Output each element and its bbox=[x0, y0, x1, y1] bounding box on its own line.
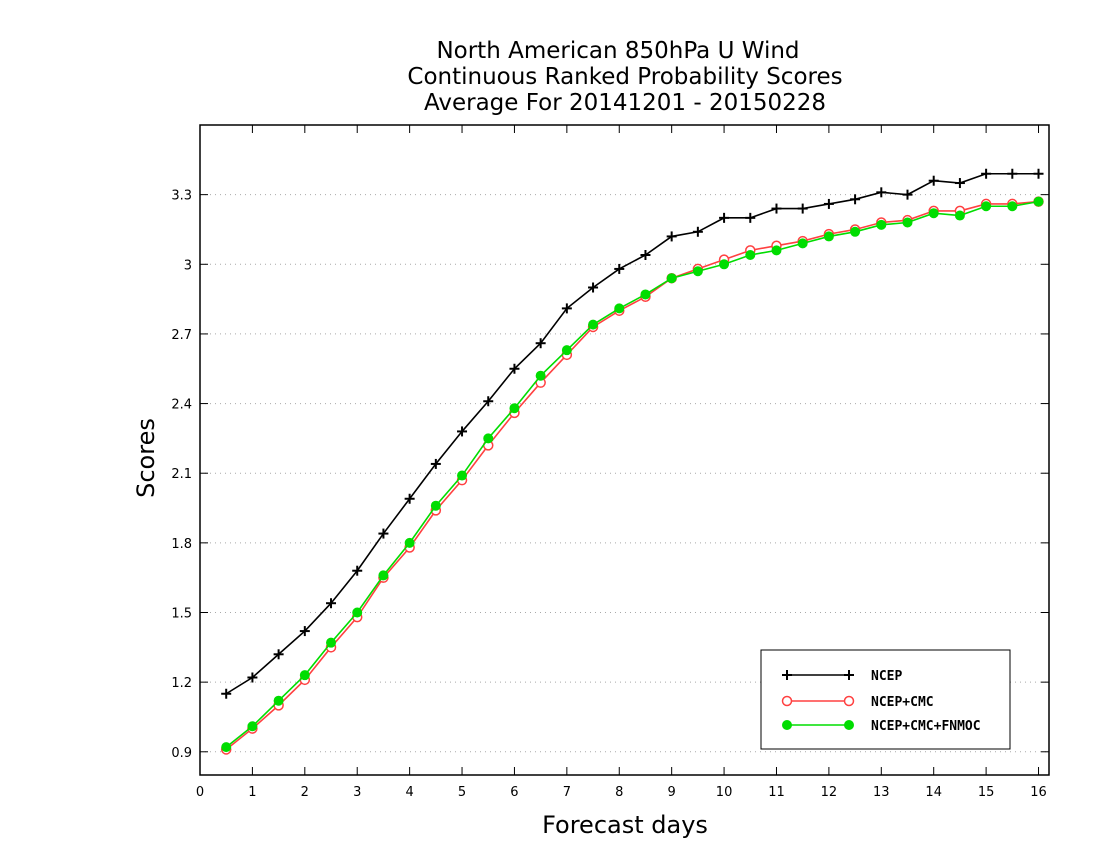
legend-label: NCEP+CMC bbox=[871, 695, 934, 710]
y-axis: 0.9 1.2 1.5 1.8 2.1 2.4 2.7 3 3.3 bbox=[171, 189, 1049, 761]
legend-item: NCEP+CMC bbox=[781, 695, 934, 710]
y-tick-label: 3 bbox=[184, 258, 192, 273]
data-point bbox=[299, 670, 310, 681]
data-point bbox=[588, 319, 599, 330]
y-axis-title: Scores bbox=[132, 418, 160, 498]
data-point bbox=[781, 695, 793, 707]
x-tick-label: 0 bbox=[196, 785, 204, 800]
data-point bbox=[954, 210, 965, 221]
x-axis: 0 1 2 3 4 5 6 7 8 9 10 11 12 13 14 15 16 bbox=[196, 125, 1047, 800]
y-tick-label: 1.8 bbox=[171, 537, 192, 552]
data-point bbox=[981, 201, 992, 212]
legend: NCEP NCEP+CMC NCEP+CMC+FNMOC bbox=[760, 649, 1011, 750]
data-point bbox=[614, 303, 625, 314]
data-point bbox=[404, 537, 415, 548]
series-ncep bbox=[221, 168, 1044, 699]
y-tick-label: 1.5 bbox=[171, 607, 192, 622]
x-tick-label: 1 bbox=[248, 785, 256, 800]
data-point bbox=[457, 470, 468, 481]
y-tick-label: 2.1 bbox=[171, 467, 192, 482]
data-point bbox=[782, 720, 792, 730]
data-point bbox=[430, 500, 441, 511]
data-point bbox=[352, 607, 363, 618]
legend-box bbox=[760, 649, 1011, 750]
y-tick-label: 1.2 bbox=[171, 676, 192, 691]
data-point bbox=[902, 217, 913, 228]
data-point bbox=[844, 720, 854, 730]
data-point bbox=[247, 721, 258, 732]
x-tick-label: 13 bbox=[873, 785, 890, 800]
chart-title: North American 850hPa U Wind Continuous … bbox=[407, 38, 842, 116]
x-axis-title: Forecast days bbox=[542, 811, 708, 839]
legend-label: NCEP+CMC+FNMOC bbox=[871, 719, 981, 734]
x-tick-label: 9 bbox=[668, 785, 676, 800]
data-point bbox=[666, 273, 677, 284]
data-point bbox=[797, 238, 808, 249]
series-line bbox=[225, 172, 1039, 695]
data-point bbox=[509, 403, 520, 414]
data-point bbox=[692, 266, 703, 277]
data-point bbox=[771, 245, 782, 256]
data-point bbox=[843, 695, 855, 707]
x-tick-label: 6 bbox=[510, 785, 518, 800]
y-tick-label: 2.7 bbox=[171, 328, 192, 343]
x-tick-label: 10 bbox=[716, 785, 733, 800]
x-tick-label: 5 bbox=[458, 785, 466, 800]
data-point bbox=[1007, 201, 1018, 212]
data-point bbox=[378, 570, 389, 581]
data-point bbox=[928, 208, 939, 219]
y-tick-label: 0.9 bbox=[171, 746, 192, 761]
x-tick-label: 8 bbox=[615, 785, 623, 800]
data-point bbox=[640, 289, 651, 300]
series-ncep-cmc-fnmoc bbox=[221, 196, 1044, 753]
data-point bbox=[1033, 196, 1044, 207]
data-point bbox=[823, 231, 834, 242]
data-point bbox=[273, 695, 284, 706]
data-point bbox=[221, 742, 232, 753]
data-point bbox=[719, 259, 730, 270]
x-tick-label: 14 bbox=[925, 785, 942, 800]
data-point bbox=[745, 250, 756, 260]
legend-item: NCEP+CMC+FNMOC bbox=[782, 719, 981, 734]
x-tick-label: 7 bbox=[563, 785, 571, 800]
plot-frame bbox=[199, 124, 1050, 776]
y-tick-label: 3.3 bbox=[171, 189, 192, 204]
x-tick-label: 12 bbox=[821, 785, 838, 800]
data-point bbox=[876, 219, 887, 230]
chart-title-line-1: North American 850hPa U Wind bbox=[436, 38, 799, 64]
x-tick-label: 2 bbox=[301, 785, 309, 800]
data-point bbox=[326, 637, 337, 648]
data-point bbox=[535, 370, 546, 381]
legend-label: NCEP bbox=[871, 669, 902, 684]
chart-title-line-2: Continuous Ranked Probability Scores bbox=[407, 64, 842, 90]
x-tick-label: 3 bbox=[353, 785, 361, 800]
x-tick-label: 16 bbox=[1030, 785, 1047, 800]
y-tick-label: 2.4 bbox=[171, 398, 192, 413]
data-point bbox=[483, 433, 494, 444]
x-tick-label: 4 bbox=[405, 785, 413, 800]
legend-item: NCEP bbox=[782, 669, 902, 684]
x-tick-label: 15 bbox=[978, 785, 995, 800]
series-layer bbox=[220, 168, 1044, 755]
chart-title-line-3: Average For 20141201 - 20150228 bbox=[424, 90, 826, 116]
data-point bbox=[850, 226, 861, 237]
data-point bbox=[561, 345, 572, 356]
x-tick-label: 11 bbox=[768, 785, 785, 800]
